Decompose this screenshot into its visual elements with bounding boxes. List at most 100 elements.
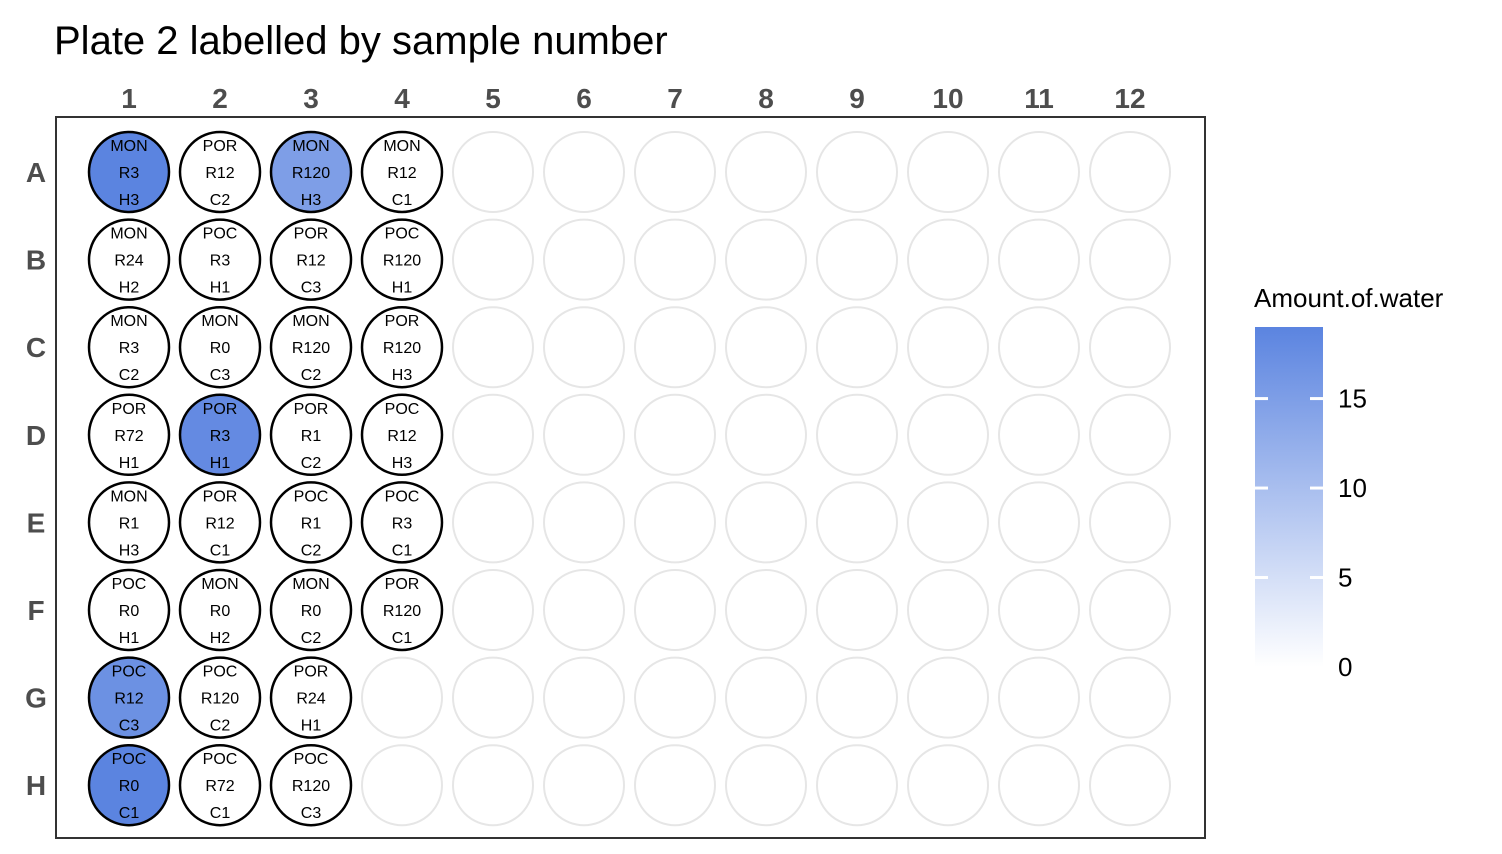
column-label-5: 5	[485, 83, 501, 114]
well-H10	[907, 744, 989, 827]
well-G7	[634, 656, 716, 739]
well-A11	[998, 131, 1080, 213]
well-B11	[998, 218, 1080, 301]
well-H6	[543, 744, 625, 827]
well-H1: POC R0 C1	[87, 743, 171, 827]
well-circle	[269, 218, 353, 301]
empty-well-circle	[907, 218, 989, 301]
empty-well-circle	[998, 481, 1080, 564]
well-A3: MON R120 H3	[269, 130, 353, 214]
well-rep-label: C2	[301, 630, 322, 647]
well-circle	[269, 393, 353, 477]
well-rep-label: C2	[210, 192, 231, 209]
legend-label-10: 10	[1338, 473, 1367, 503]
empty-well-circle	[543, 656, 625, 739]
well-rep-label: C3	[301, 805, 322, 822]
well-treatment-label: R72	[114, 428, 143, 445]
well-circle	[87, 218, 171, 301]
well-treatment-label: R3	[119, 340, 140, 357]
well-treatment-label: R3	[392, 515, 413, 532]
well-A9	[816, 131, 898, 213]
well-F9	[816, 569, 898, 651]
legend-label-5: 5	[1338, 563, 1352, 593]
well-circle	[87, 743, 171, 827]
well-treatment-label: R3	[119, 165, 140, 182]
empty-well-circle	[452, 481, 534, 564]
well-sample-label: POC	[112, 664, 147, 681]
well-B10	[907, 218, 989, 301]
well-treatment-label: R24	[296, 691, 325, 708]
empty-well-circle	[1089, 306, 1171, 389]
well-rep-label: C1	[392, 542, 413, 559]
well-treatment-label: R12	[205, 515, 234, 532]
well-A10	[907, 131, 989, 213]
empty-well-circle	[634, 744, 716, 827]
well-circle	[178, 218, 262, 301]
well-sample-label: MON	[110, 313, 147, 330]
well-treatment-label: R0	[210, 603, 231, 620]
well-rep-label: C3	[210, 367, 231, 384]
well-sample-label: POR	[203, 401, 238, 418]
plate-border	[55, 116, 1206, 839]
well-A4: MON R12 C1	[360, 130, 444, 214]
empty-well-circle	[1089, 481, 1171, 564]
empty-well-circle	[725, 481, 807, 564]
plate-wells: MON R3 H3 POR R12 C2 MON R120 H3 MON R12 C1 MON R24 H2…	[87, 130, 1171, 827]
empty-well-circle	[1089, 218, 1171, 301]
well-sample-label: MON	[110, 138, 147, 155]
column-label-3: 3	[303, 83, 319, 114]
well-D8	[725, 393, 807, 476]
well-treatment-label: R24	[114, 253, 143, 270]
well-G6	[543, 656, 625, 739]
well-G9	[816, 656, 898, 739]
column-label-7: 7	[667, 83, 683, 114]
well-B9	[816, 218, 898, 301]
well-F3: MON R0 C2	[269, 568, 353, 652]
well-treatment-label: R12	[387, 428, 416, 445]
well-rep-label: H1	[301, 718, 322, 735]
well-B7	[634, 218, 716, 301]
well-C11	[998, 306, 1080, 389]
row-label-B: B	[26, 245, 46, 276]
well-C2: MON R0 C3	[178, 305, 262, 389]
well-F2: MON R0 H2	[178, 568, 262, 652]
well-E3: POC R1 C2	[269, 481, 353, 564]
well-treatment-label: R120	[292, 340, 330, 357]
well-C4: POR R120 H3	[360, 305, 444, 389]
row-label-F: F	[27, 595, 44, 626]
row-tick-labels: A B C D E F G H	[25, 157, 47, 801]
well-C1: MON R3 C2	[87, 305, 171, 389]
empty-well-circle	[907, 569, 989, 651]
empty-well-circle	[725, 306, 807, 389]
well-H5	[452, 744, 534, 827]
well-sample-label: MON	[292, 313, 329, 330]
well-treatment-label: R120	[292, 165, 330, 182]
well-sample-label: MON	[201, 576, 238, 593]
empty-well-circle	[725, 393, 807, 476]
empty-well-circle	[816, 306, 898, 389]
empty-well-circle	[634, 131, 716, 213]
well-E10	[907, 481, 989, 564]
well-sample-label: MON	[292, 138, 329, 155]
well-treatment-label: R12	[387, 165, 416, 182]
well-D1: POR R72 H1	[87, 393, 171, 477]
well-E2: POR R12 C1	[178, 481, 262, 564]
well-rep-label: H3	[301, 192, 322, 209]
well-treatment-label: R0	[119, 603, 140, 620]
legend-label-0: 0	[1338, 652, 1352, 682]
well-A2: POR R12 C2	[178, 130, 262, 214]
well-rep-label: H3	[392, 367, 413, 384]
empty-well-circle	[907, 393, 989, 476]
well-C5	[452, 306, 534, 389]
well-treatment-label: R12	[114, 691, 143, 708]
row-label-G: G	[25, 683, 47, 714]
well-sample-label: MON	[201, 313, 238, 330]
well-treatment-label: R12	[205, 165, 234, 182]
well-sample-label: POR	[203, 138, 238, 155]
well-sample-label: POR	[203, 488, 238, 505]
well-F5	[452, 569, 534, 651]
well-G1: POC R12 C3	[87, 656, 171, 739]
empty-well-circle	[998, 306, 1080, 389]
well-sample-label: POR	[294, 226, 329, 243]
empty-well-circle	[1089, 744, 1171, 827]
